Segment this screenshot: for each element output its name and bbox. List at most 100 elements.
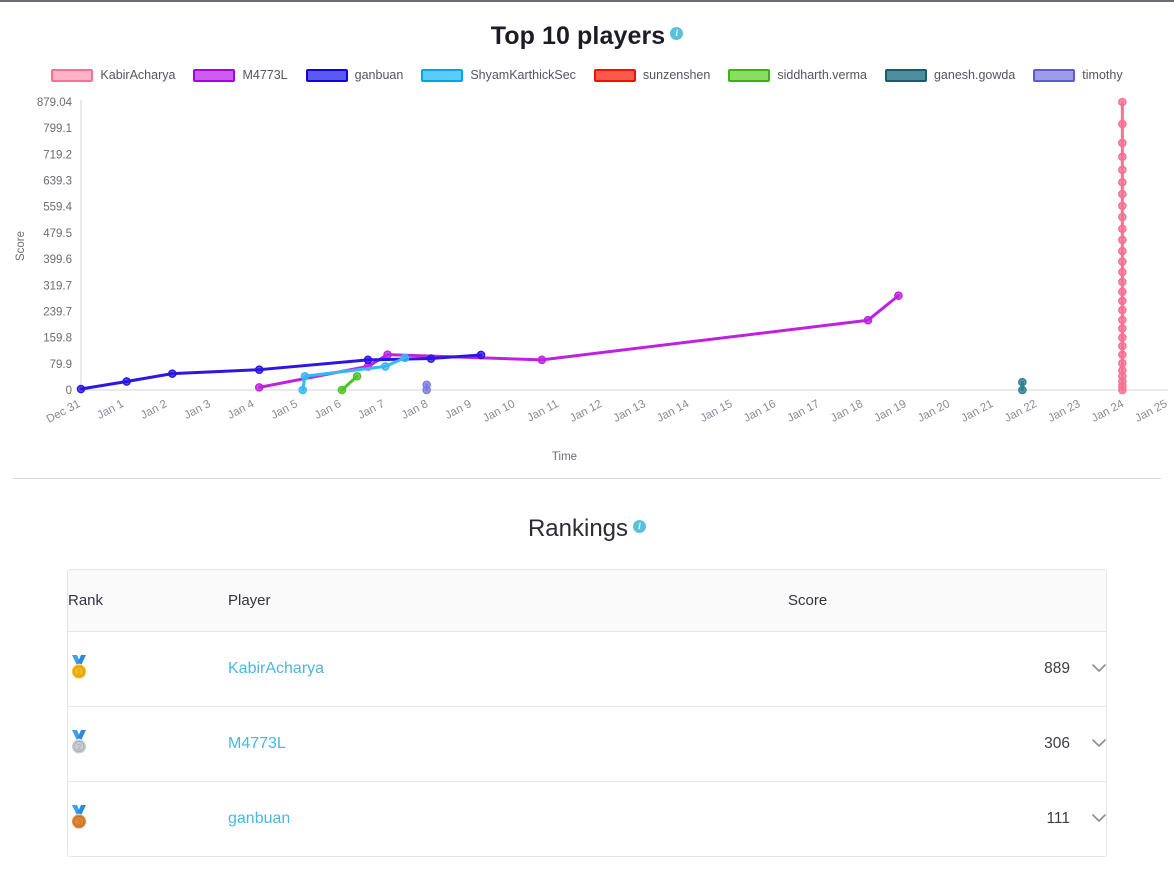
legend-item[interactable]: ShyamKarthickSec (421, 68, 576, 82)
chart-svg[interactable]: 0 79.9 159.8 239.7 319.7 399.6 479.5 559.4 639.3… (0, 90, 1174, 470)
series-point[interactable] (1018, 385, 1027, 395)
table-row[interactable]: 1 KabirAcharya 889 (68, 631, 1106, 707)
legend-item[interactable]: siddharth.verma (728, 68, 867, 82)
series-point[interactable] (1118, 138, 1127, 148)
series-point[interactable] (1118, 152, 1127, 162)
series-point[interactable] (254, 365, 264, 374)
x-axis-tick-label: Jan 7 (356, 398, 386, 422)
legend-item[interactable]: ganbuan (305, 68, 404, 82)
legend-item[interactable]: KabirAcharya (51, 68, 175, 82)
series-point[interactable] (1118, 315, 1127, 325)
score-value: 306 (1044, 735, 1070, 752)
x-axis-tick-label: Jan 25 (1133, 398, 1169, 425)
series-point[interactable] (300, 371, 310, 381)
score-cell: 889 (788, 631, 1106, 707)
series-point[interactable] (1118, 257, 1127, 266)
legend-swatch-icon (884, 68, 927, 82)
info-icon[interactable]: i (670, 27, 684, 40)
series-point[interactable] (1118, 366, 1127, 375)
series-point[interactable] (1118, 177, 1127, 187)
series-point[interactable] (1118, 165, 1127, 175)
series-point[interactable] (1118, 333, 1127, 342)
x-axis-tick-label: Jan 23 (1046, 398, 1082, 425)
series-point[interactable] (352, 371, 362, 381)
leaderboard-chart-section: Top 10 players i KabirAcharya M4773L ganbua… (0, 22, 1174, 479)
score-value: 889 (1044, 660, 1070, 677)
x-axis-tick-label: Jan 24 (1090, 398, 1127, 425)
series-point[interactable] (1118, 350, 1127, 359)
score-cell: 111 (788, 782, 1106, 857)
series-point[interactable] (422, 380, 431, 390)
series-point[interactable] (1118, 212, 1127, 222)
section-divider (13, 478, 1161, 479)
y-axis-tick-label: 159.8 (43, 333, 72, 345)
y-axis-tick-label: 0 (66, 385, 72, 397)
series-point[interactable] (1118, 267, 1127, 277)
series-point[interactable] (476, 350, 486, 360)
series-point[interactable] (537, 355, 547, 365)
series-point[interactable] (1118, 97, 1127, 107)
legend-item-label: sunzenshen (642, 68, 711, 82)
rank-cell: 1 (68, 631, 228, 707)
chart-series[interactable] (422, 380, 431, 395)
series-point[interactable] (1118, 201, 1127, 211)
series-point[interactable] (1118, 189, 1127, 199)
series-point[interactable] (383, 350, 392, 359)
series-point[interactable] (1118, 235, 1127, 245)
chevron-down-icon[interactable] (1092, 810, 1106, 827)
series-point[interactable] (1118, 277, 1127, 287)
chart-series[interactable] (337, 371, 362, 395)
player-link[interactable]: ganbuan (228, 810, 291, 827)
column-header-player[interactable]: Player (228, 570, 788, 632)
chart-series[interactable] (1118, 97, 1127, 395)
series-point[interactable] (168, 369, 177, 378)
chart-series[interactable] (76, 350, 486, 394)
legend-item[interactable]: sunzenshen (593, 68, 711, 82)
series-point[interactable] (1118, 296, 1127, 306)
info-icon[interactable]: i (633, 520, 647, 533)
series-point[interactable] (1118, 324, 1127, 333)
legend-item[interactable]: ganesh.gowda (884, 68, 1015, 82)
player-link[interactable]: M4773L (228, 735, 286, 752)
x-axis-tick-label: Jan 10 (481, 398, 517, 425)
chevron-down-icon[interactable] (1092, 735, 1106, 752)
chart-series[interactable] (254, 291, 903, 392)
series-point[interactable] (1118, 224, 1127, 234)
y-axis-tick-label: 639.3 (43, 176, 72, 188)
series-point[interactable] (1118, 246, 1127, 256)
x-axis-tick-label: Jan 13 (612, 398, 648, 425)
series-point[interactable] (1118, 305, 1127, 315)
series-point[interactable] (400, 353, 410, 363)
table-row[interactable]: 2 M4773L 306 (68, 706, 1106, 782)
series-point[interactable] (298, 385, 308, 395)
legend-item[interactable]: timothy (1033, 68, 1123, 82)
series-point[interactable] (426, 354, 436, 363)
series-point[interactable] (1018, 377, 1027, 387)
series-point[interactable] (254, 383, 264, 392)
x-axis-tick-label: Dec 31 (45, 398, 83, 426)
x-axis-tick-label: Jan 17 (785, 398, 821, 425)
column-header-score[interactable]: Score (788, 570, 1106, 632)
chart-series[interactable] (1018, 377, 1027, 395)
series-point[interactable] (1118, 287, 1127, 297)
chart-title: Top 10 players i (0, 22, 1174, 51)
series-point[interactable] (381, 362, 390, 371)
silver-medal-icon: 2 (68, 729, 90, 755)
player-link[interactable]: KabirAcharya (228, 660, 325, 677)
series-point[interactable] (1118, 119, 1127, 129)
series-point[interactable] (1118, 358, 1127, 368)
table-row[interactable]: 3 ganbuan 111 (68, 782, 1106, 857)
player-cell: KabirAcharya (228, 631, 788, 707)
series-point[interactable] (894, 291, 903, 300)
legend-item[interactable]: M4773L (193, 68, 288, 82)
chevron-down-icon[interactable] (1092, 660, 1106, 677)
legend-item-label: ganbuan (354, 68, 404, 82)
series-point[interactable] (337, 385, 347, 395)
series-point[interactable] (76, 384, 86, 394)
chart-series[interactable] (298, 353, 410, 395)
column-header-rank[interactable]: Rank (68, 570, 228, 632)
series-point[interactable] (122, 377, 131, 386)
series-point[interactable] (863, 315, 873, 325)
series-point[interactable] (363, 355, 373, 365)
series-point[interactable] (1118, 341, 1127, 351)
